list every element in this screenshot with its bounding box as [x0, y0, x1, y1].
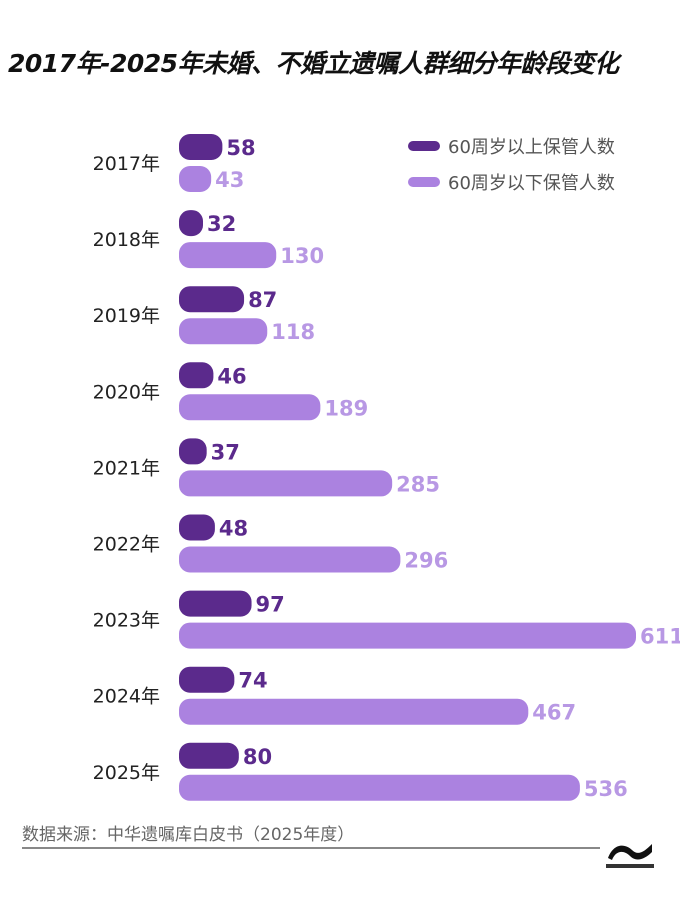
bar-under60 — [179, 470, 393, 497]
data-label: 32 — [207, 212, 236, 236]
bar-under60 — [179, 622, 636, 649]
year-label: 2020年 — [93, 381, 160, 403]
data-label: 80 — [243, 745, 272, 769]
data-label: 37 — [211, 440, 240, 464]
data-label: 118 — [271, 320, 315, 344]
bar-under60 — [179, 318, 268, 345]
data-label: 87 — [248, 288, 277, 312]
data-label: 467 — [532, 701, 576, 725]
year-label: 2023年 — [93, 610, 160, 632]
data-label: 46 — [217, 364, 246, 388]
data-label: 130 — [280, 244, 324, 268]
year-label: 2024年 — [93, 686, 160, 708]
bar-over60 — [179, 438, 207, 465]
bar-under60 — [179, 394, 321, 421]
year-label: 2019年 — [93, 305, 160, 327]
bar-over60 — [179, 134, 223, 160]
year-label: 2017年 — [93, 153, 160, 175]
legend-swatch — [408, 177, 440, 187]
source-note: 数据来源：中华遗嘱库白皮书（2025年度） — [22, 825, 355, 845]
bar-over60 — [179, 666, 235, 693]
year-label: 2022年 — [93, 534, 160, 556]
data-label: 48 — [219, 517, 248, 541]
bar-under60 — [179, 774, 580, 801]
year-label: 2018年 — [93, 229, 160, 251]
bar-under60 — [179, 698, 529, 725]
bar-over60 — [179, 514, 215, 541]
bar-under60 — [179, 242, 277, 269]
bar-over60 — [179, 362, 214, 389]
chart-title: 2017年-2025年未婚、不婚立遗嘱人群细分年龄段变化 — [8, 49, 619, 78]
data-label: 611 — [640, 625, 680, 649]
brand-logo — [606, 844, 654, 868]
data-label: 536 — [584, 777, 628, 801]
bar-over60 — [179, 742, 239, 769]
legend-label: 60周岁以上保管人数 — [448, 137, 615, 158]
data-label: 296 — [404, 549, 448, 573]
data-label: 285 — [396, 472, 440, 496]
data-label: 97 — [256, 593, 285, 617]
data-label: 189 — [324, 396, 368, 420]
bar-chart: 2017年 58 43 2018年 32 130 2019年 87 118 2020年 46 189 2… — [93, 134, 680, 801]
bar-over60 — [179, 286, 245, 313]
data-label: 43 — [215, 168, 244, 192]
bar-over60 — [179, 210, 203, 237]
divider — [22, 847, 600, 849]
year-label: 2025年 — [93, 762, 160, 784]
bar-over60 — [179, 590, 252, 617]
year-label: 2021年 — [93, 457, 160, 479]
bar-under60 — [179, 166, 212, 192]
data-label: 74 — [238, 669, 267, 693]
legend-label: 60周岁以下保管人数 — [448, 173, 615, 194]
legend-swatch — [408, 141, 440, 151]
bar-under60 — [179, 546, 401, 573]
data-label: 58 — [226, 136, 255, 160]
